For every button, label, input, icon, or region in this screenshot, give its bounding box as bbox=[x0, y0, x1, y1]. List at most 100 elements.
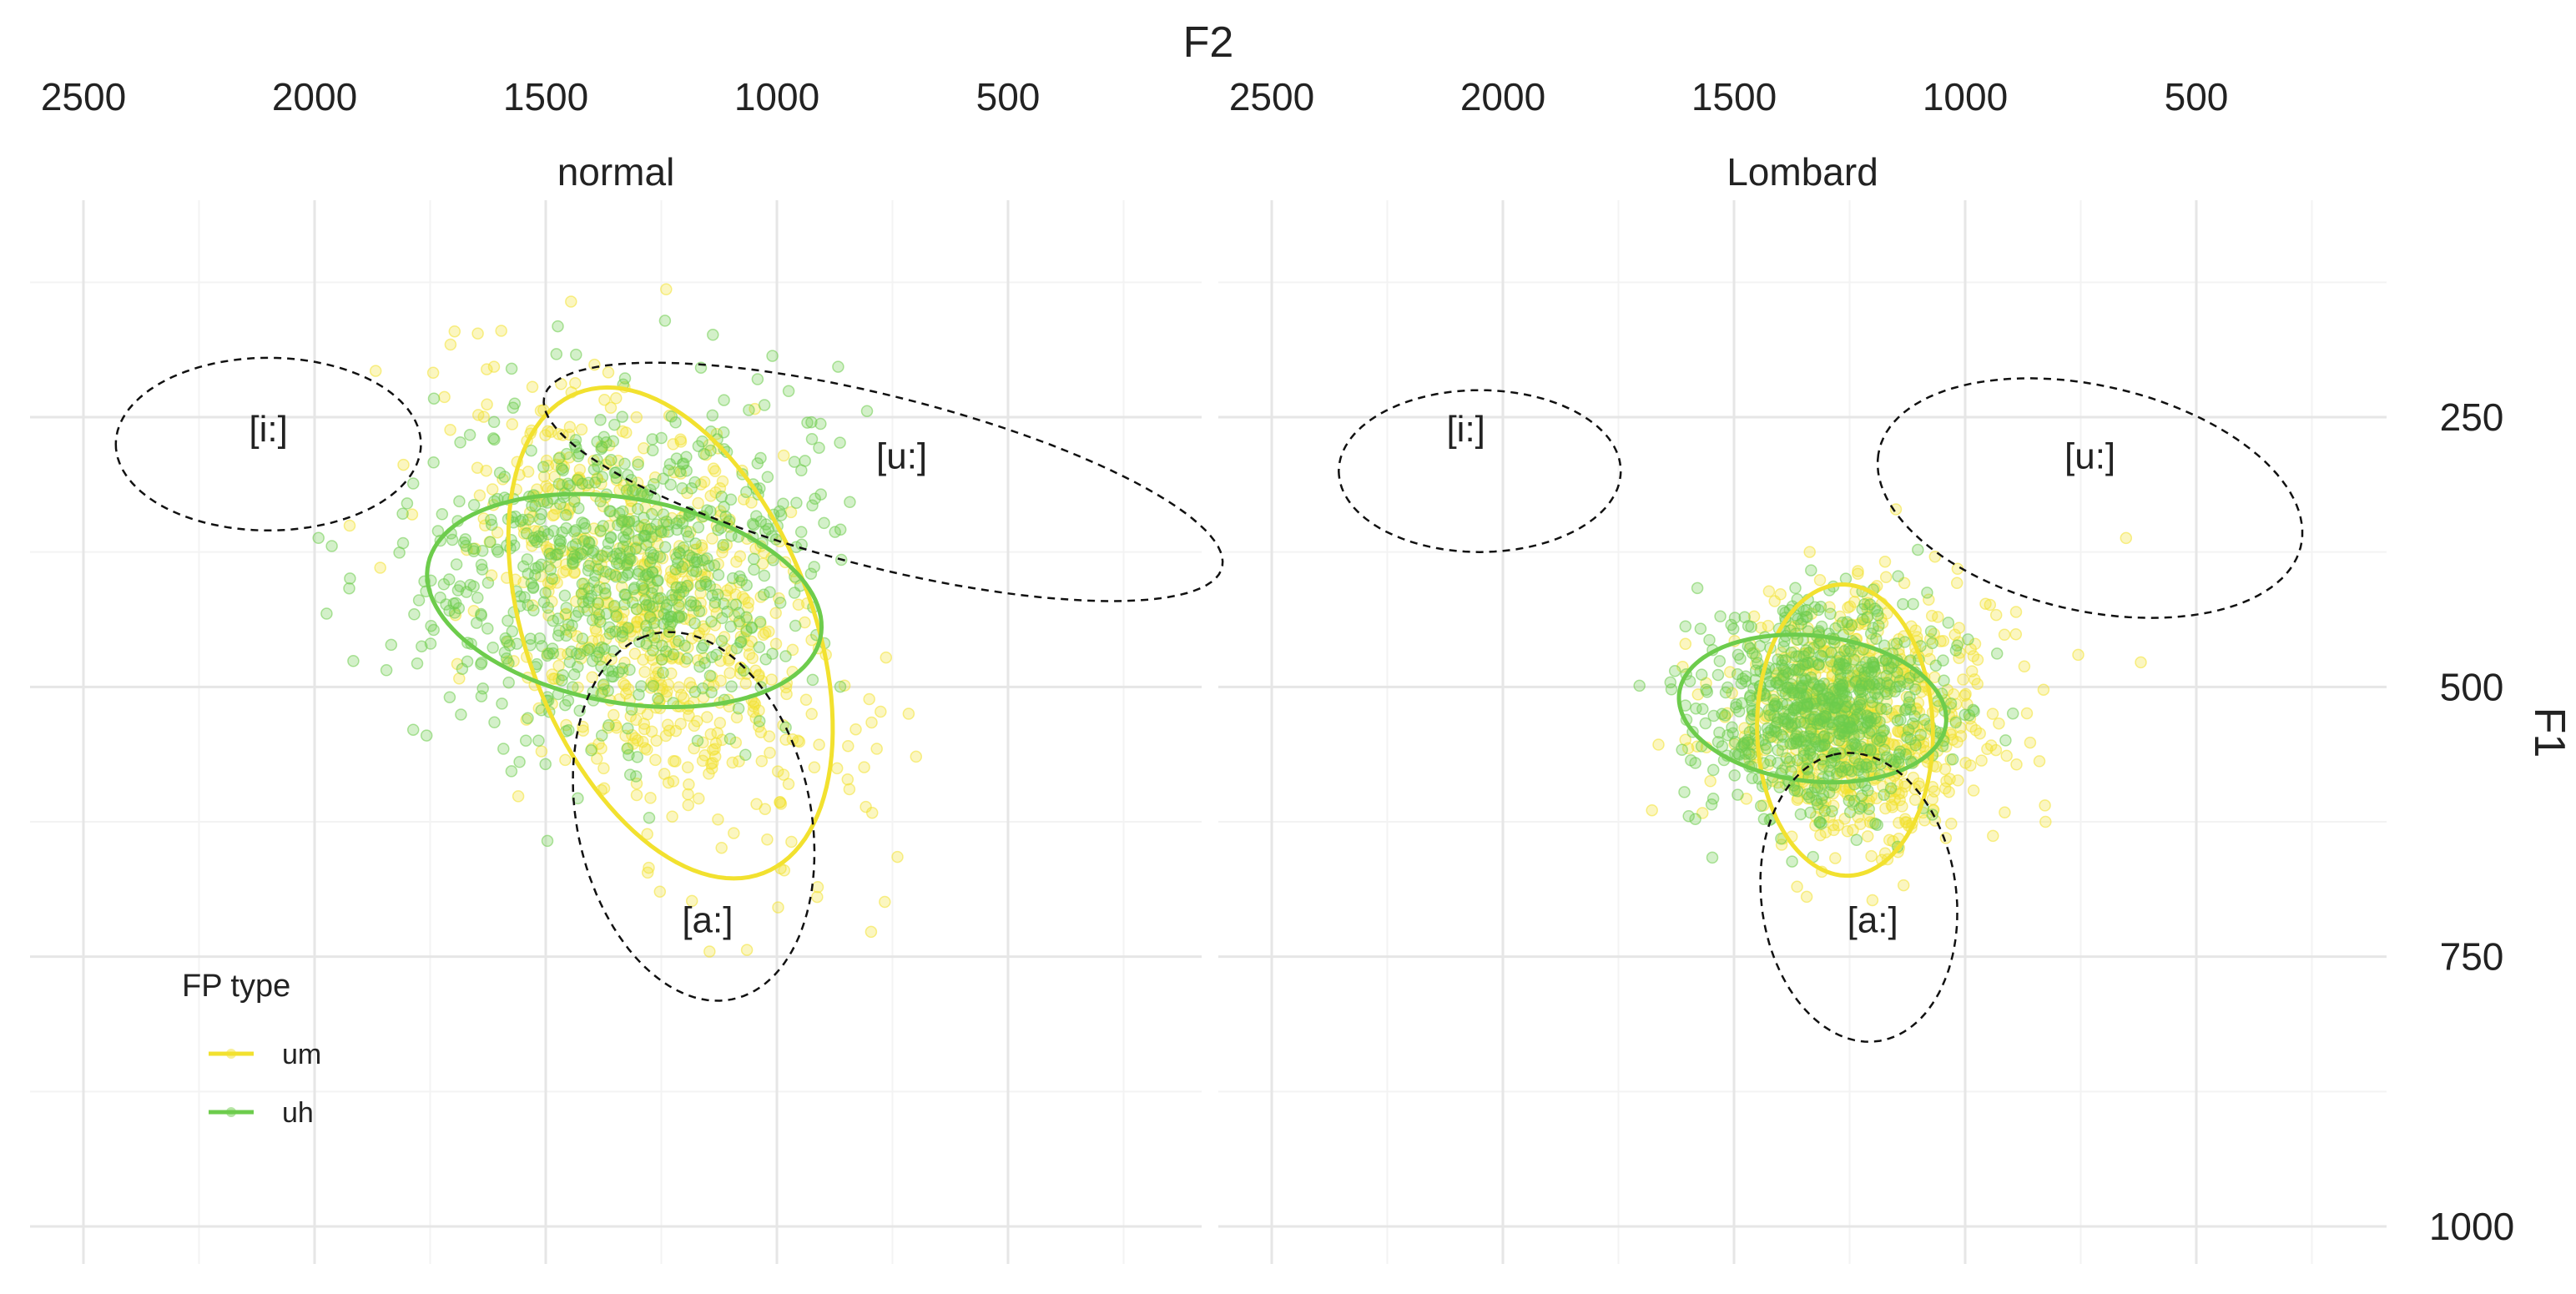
data-point-um bbox=[628, 647, 642, 660]
data-point-uh bbox=[344, 572, 356, 585]
data-point-um bbox=[2024, 736, 2037, 749]
data-point-uh bbox=[1926, 637, 1938, 650]
data-point-uh bbox=[603, 505, 616, 517]
data-point-uh bbox=[1815, 620, 1828, 633]
data-point-um bbox=[1895, 787, 1908, 799]
data-point-uh bbox=[541, 834, 554, 848]
facet-title-lombard: Lombard bbox=[1727, 150, 1878, 194]
data-point-uh bbox=[558, 589, 572, 602]
data-point-uh bbox=[552, 624, 566, 637]
data-point-uh bbox=[2006, 707, 2019, 720]
data-point-uh bbox=[544, 563, 557, 577]
data-point-uh bbox=[1845, 765, 1858, 778]
data-point-uh bbox=[619, 534, 632, 546]
data-point-uh bbox=[541, 496, 554, 509]
data-point-uh bbox=[717, 538, 729, 551]
data-point-uh bbox=[638, 511, 650, 525]
data-point-um bbox=[588, 358, 601, 371]
data-point-um bbox=[763, 730, 776, 743]
data-point-uh bbox=[1921, 587, 1933, 599]
data-point-uh bbox=[1745, 621, 1757, 633]
data-point-uh bbox=[436, 508, 449, 521]
data-point-uh bbox=[707, 329, 719, 341]
data-point-uh bbox=[689, 537, 702, 550]
data-point-uh bbox=[320, 607, 333, 620]
data-point-uh bbox=[729, 598, 743, 611]
data-point-uh bbox=[1873, 715, 1886, 728]
data-point-uh bbox=[500, 635, 513, 648]
data-point-uh bbox=[739, 748, 752, 762]
data-point-uh bbox=[488, 433, 501, 446]
data-point-uh bbox=[1837, 714, 1851, 727]
data-point-um bbox=[865, 925, 878, 939]
data-point-um bbox=[1852, 567, 1864, 580]
data-point-uh bbox=[779, 650, 792, 662]
data-point-uh bbox=[325, 540, 338, 552]
data-point-uh bbox=[1793, 662, 1806, 676]
data-point-uh bbox=[801, 416, 814, 429]
data-point-uh bbox=[1909, 739, 1922, 752]
data-point-um bbox=[693, 792, 705, 805]
data-point-uh bbox=[476, 563, 489, 576]
data-point-um bbox=[397, 458, 410, 471]
data-point-uh bbox=[1805, 564, 1817, 577]
data-point-um bbox=[1971, 677, 1984, 690]
data-point-uh bbox=[1823, 764, 1836, 778]
data-point-uh bbox=[673, 598, 685, 612]
data-point-uh bbox=[1678, 786, 1691, 798]
data-point-uh bbox=[1814, 649, 1827, 662]
data-point-um bbox=[761, 833, 774, 846]
data-point-uh bbox=[535, 508, 548, 521]
data-point-uh bbox=[545, 551, 557, 564]
data-point-um bbox=[2039, 815, 2052, 828]
data-point-um bbox=[1800, 890, 1813, 904]
data-point-uh bbox=[1786, 686, 1799, 699]
data-point-um bbox=[849, 723, 862, 736]
data-point-uh bbox=[1860, 761, 1873, 774]
data-point-uh bbox=[1857, 613, 1869, 626]
data-point-uh bbox=[408, 608, 421, 621]
data-point-uh bbox=[556, 674, 568, 687]
data-point-uh bbox=[688, 476, 701, 489]
y-tick-label: 1000 bbox=[2429, 1205, 2514, 1248]
data-point-um bbox=[535, 745, 548, 758]
data-point-um bbox=[369, 365, 382, 377]
data-point-uh bbox=[1822, 786, 1836, 798]
data-point-uh bbox=[656, 639, 668, 652]
data-point-uh bbox=[657, 617, 670, 630]
data-point-um bbox=[620, 426, 633, 439]
data-point-uh bbox=[1810, 794, 1822, 807]
data-point-um bbox=[843, 783, 856, 796]
data-point-uh bbox=[1791, 784, 1804, 798]
data-point-uh bbox=[751, 457, 764, 470]
data-point-uh bbox=[568, 549, 581, 562]
data-point-uh bbox=[573, 704, 586, 717]
vowel-label: [i:] bbox=[1446, 409, 1485, 450]
data-point-uh bbox=[678, 457, 690, 470]
data-point-uh bbox=[1682, 809, 1695, 823]
data-point-uh bbox=[625, 473, 638, 486]
data-point-um bbox=[1878, 555, 1892, 568]
data-point-um bbox=[540, 480, 552, 493]
data-point-um bbox=[577, 724, 590, 737]
data-point-uh bbox=[693, 660, 706, 673]
data-point-uh bbox=[632, 502, 644, 516]
data-point-uh bbox=[753, 715, 766, 728]
data-point-uh bbox=[733, 615, 746, 628]
data-point-um bbox=[728, 827, 740, 839]
data-point-um bbox=[688, 719, 701, 733]
data-point-um bbox=[739, 677, 752, 690]
data-point-uh bbox=[735, 574, 749, 587]
data-point-um bbox=[1957, 673, 1969, 686]
data-point-um bbox=[512, 790, 525, 803]
data-point-um bbox=[714, 674, 727, 687]
data-point-uh bbox=[730, 642, 744, 655]
data-point-uh bbox=[565, 645, 578, 658]
data-point-um bbox=[681, 761, 694, 773]
data-point-uh bbox=[638, 593, 652, 607]
data-point-uh bbox=[1812, 603, 1825, 617]
data-point-um bbox=[1814, 828, 1827, 842]
data-point-um bbox=[785, 835, 798, 848]
data-point-uh bbox=[751, 373, 764, 385]
